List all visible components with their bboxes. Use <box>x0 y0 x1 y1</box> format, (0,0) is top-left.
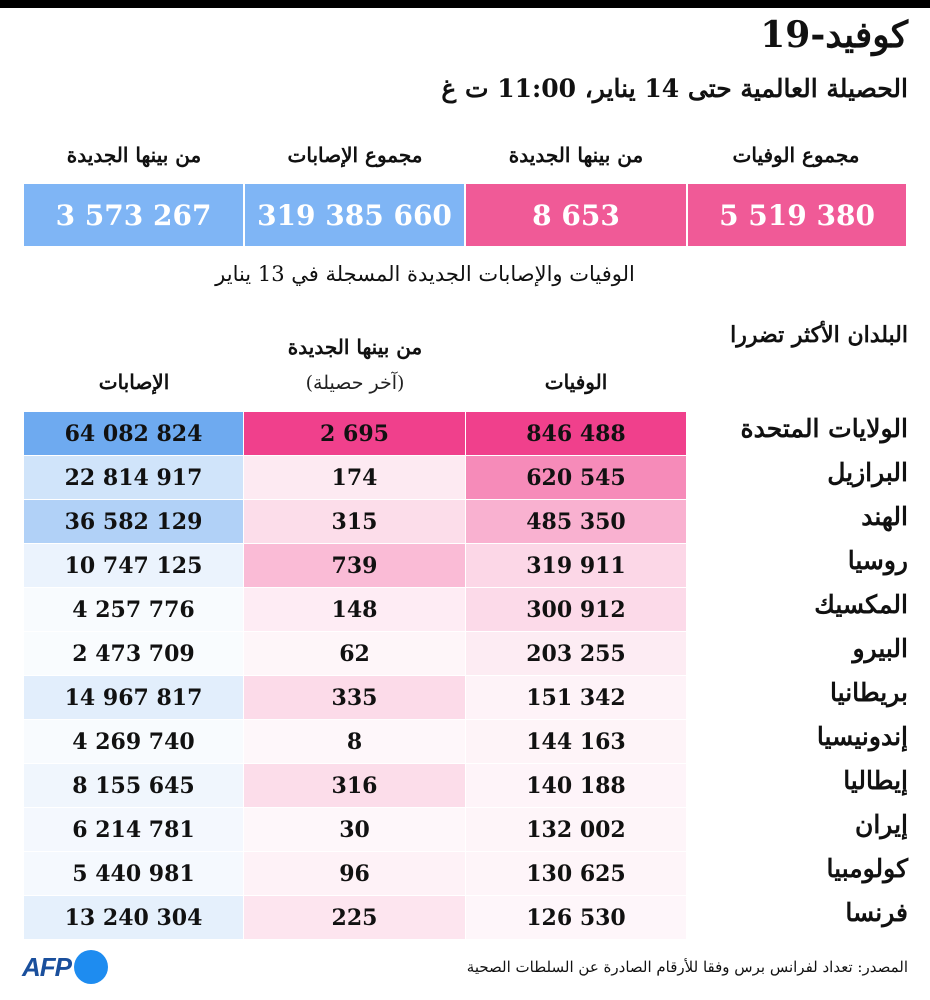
new-deaths-cell: 739 <box>244 544 465 587</box>
country-name: البرازيل <box>827 458 908 487</box>
deaths-cell: 151 342 <box>466 676 686 719</box>
cases-cell: 36 582 129 <box>24 500 243 543</box>
top-bar <box>0 0 930 8</box>
deaths-cell: 300 912 <box>466 588 686 631</box>
new-deaths-cell: 225 <box>244 896 465 939</box>
cases-cell: 2 473 709 <box>24 632 243 675</box>
table-row: 64 082 824 2 695 846 488 الولايات المتحدة <box>0 412 930 456</box>
country-name: إندونيسيا <box>816 722 908 751</box>
table-row: 5 440 981 96 130 625 كولومبيا <box>0 852 930 896</box>
deaths-cell: 126 530 <box>466 896 686 939</box>
column-header-new-deaths: من بينها الجديدة <box>287 335 423 359</box>
cases-cell: 22 814 917 <box>24 456 243 499</box>
summary-note: الوفيات والإصابات الجديدة المسجلة في 13 … <box>215 262 635 286</box>
cases-cell: 8 155 645 <box>24 764 243 807</box>
cases-cell: 14 967 817 <box>24 676 243 719</box>
source-note: المصدر: تعداد لفرانس برس وفقا للأرقام ال… <box>466 958 908 976</box>
page-subtitle: الحصيلة العالمية حتى 14 يناير، 11:00 ت غ <box>441 74 908 103</box>
table-row: 36 582 129 315 485 350 الهند <box>0 500 930 544</box>
cases-cell: 64 082 824 <box>24 412 243 455</box>
summary-header-new-deaths: من بينها الجديدة <box>508 143 644 167</box>
cases-cell: 13 240 304 <box>24 896 243 939</box>
new-deaths-cell: 96 <box>244 852 465 895</box>
country-name: روسيا <box>847 546 908 575</box>
new-deaths-cell: 335 <box>244 676 465 719</box>
new-deaths-cell: 315 <box>244 500 465 543</box>
cases-cell: 4 257 776 <box>24 588 243 631</box>
country-name: الهند <box>861 502 908 531</box>
countries-header: البلدان الأكثر تضررا <box>730 322 908 348</box>
table-row: 14 967 817 335 151 342 بريطانيا <box>0 676 930 720</box>
deaths-cell: 132 002 <box>466 808 686 851</box>
table-row: 4 269 740 8 144 163 إندونيسيا <box>0 720 930 764</box>
summary-header-total-cases: مجموع الإصابات <box>287 143 423 167</box>
deaths-cell: 144 163 <box>466 720 686 763</box>
deaths-cell: 319 911 <box>466 544 686 587</box>
new-deaths-cell: 148 <box>244 588 465 631</box>
country-name: المكسيك <box>814 590 908 619</box>
country-name: كولومبيا <box>826 854 908 883</box>
column-subheader-last-count: (آخر حصيلة) <box>305 372 405 394</box>
table-row: 4 257 776 148 300 912 المكسيك <box>0 588 930 632</box>
afp-logo-text: AFP <box>22 951 72 982</box>
new-deaths-cell: 62 <box>244 632 465 675</box>
deaths-cell: 485 350 <box>466 500 686 543</box>
new-deaths-cell: 8 <box>244 720 465 763</box>
deaths-cell: 140 188 <box>466 764 686 807</box>
cases-cell: 4 269 740 <box>24 720 243 763</box>
column-header-cases: الإصابات <box>98 370 170 394</box>
summary-total-deaths: 5 519 380 <box>688 184 906 246</box>
deaths-cell: 203 255 <box>466 632 686 675</box>
afp-logo-dot-icon <box>74 950 108 984</box>
table-row: 2 473 709 62 203 255 البيرو <box>0 632 930 676</box>
country-name: بريطانيا <box>830 678 908 707</box>
table-row: 22 814 917 174 620 545 البرازيل <box>0 456 930 500</box>
table-row: 10 747 125 739 319 911 روسيا <box>0 544 930 588</box>
summary-total-cases: 319 385 660 <box>245 184 464 246</box>
cases-cell: 6 214 781 <box>24 808 243 851</box>
summary-header-total-deaths: مجموع الوفيات <box>732 143 860 167</box>
new-deaths-cell: 30 <box>244 808 465 851</box>
new-deaths-cell: 316 <box>244 764 465 807</box>
country-name: الولايات المتحدة <box>740 414 908 443</box>
cases-cell: 5 440 981 <box>24 852 243 895</box>
country-name: إيران <box>854 810 908 839</box>
summary-new-deaths: 8 653 <box>466 184 686 246</box>
deaths-cell: 846 488 <box>466 412 686 455</box>
new-deaths-cell: 2 695 <box>244 412 465 455</box>
summary-new-cases: 3 573 267 <box>24 184 243 246</box>
new-deaths-cell: 174 <box>244 456 465 499</box>
column-header-deaths: الوفيات <box>544 370 608 394</box>
summary-header-new-cases: من بينها الجديدة <box>66 143 202 167</box>
deaths-cell: 130 625 <box>466 852 686 895</box>
cases-cell: 10 747 125 <box>24 544 243 587</box>
page-title: كوفيد-19 <box>760 14 908 56</box>
country-name: البيرو <box>852 634 908 663</box>
afp-logo: AFP <box>22 950 108 984</box>
table-row: 6 214 781 30 132 002 إيران <box>0 808 930 852</box>
country-name: فرنسا <box>845 898 908 927</box>
deaths-cell: 620 545 <box>466 456 686 499</box>
table-row: 13 240 304 225 126 530 فرنسا <box>0 896 930 940</box>
country-name: إيطاليا <box>843 766 908 795</box>
table-row: 8 155 645 316 140 188 إيطاليا <box>0 764 930 808</box>
